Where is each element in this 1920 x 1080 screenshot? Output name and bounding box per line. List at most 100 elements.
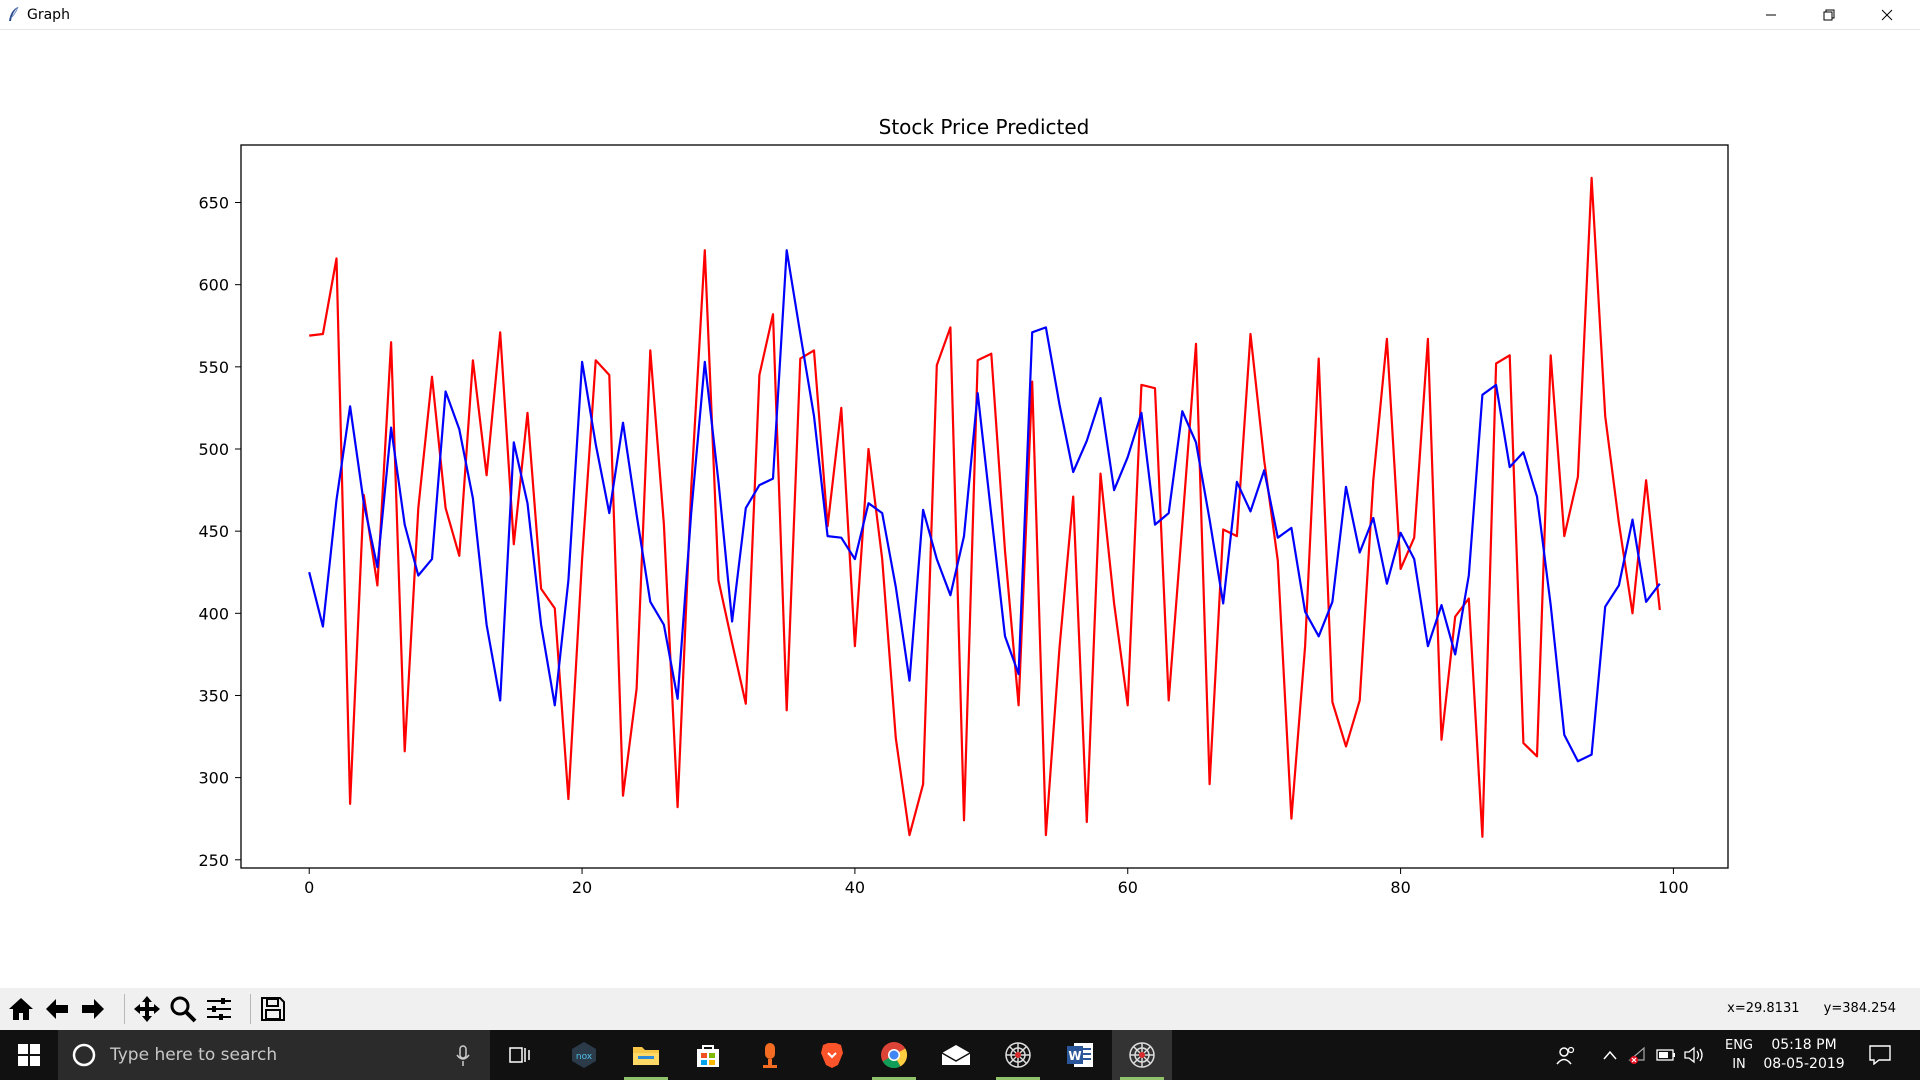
- ticks-layer: 0 20 40 60 80 100 250 300 350 400 450 500 550 600 650: [198, 194, 1688, 897]
- restore-icon: [1823, 9, 1835, 21]
- toolbar-separator: [124, 994, 125, 1024]
- feather-icon: [9, 6, 19, 21]
- back-button[interactable]: [40, 992, 74, 1026]
- battery-icon: [1656, 1049, 1675, 1061]
- brave-lion-icon: [821, 1043, 843, 1068]
- cursor-x: x=29.8131: [1727, 1001, 1800, 1016]
- configure-subplots-button[interactable]: [202, 992, 236, 1026]
- start-button[interactable]: [0, 1030, 58, 1080]
- nox-icon: nox: [572, 1042, 596, 1068]
- y-tick-label: 450: [198, 522, 229, 541]
- y-tick-label: 250: [198, 851, 229, 870]
- cursor-coordinates: x=29.8131 y=384.254: [1707, 1001, 1896, 1016]
- network-button[interactable]: [1626, 1030, 1650, 1080]
- x-tick-label: 100: [1658, 878, 1689, 897]
- store-bag-icon: [697, 1045, 719, 1067]
- magnifier-icon: [170, 996, 197, 1023]
- x-tick-label: 40: [845, 878, 865, 897]
- line-chart: Stock Price Predicted 0 20 40 60 80 100 250 300…: [198, 115, 1729, 897]
- y-tick-label: 350: [198, 686, 229, 705]
- toolbar-separator: [250, 994, 251, 1024]
- notification-icon: [1869, 1045, 1891, 1065]
- word-icon: W: [1067, 1043, 1093, 1067]
- microphone-orange-icon: [763, 1043, 777, 1068]
- clock-time: 05:18 PM: [1771, 1037, 1837, 1053]
- close-button[interactable]: [1858, 0, 1916, 30]
- task-view-icon: [509, 1047, 530, 1063]
- floppy-disk-icon: [261, 997, 285, 1021]
- y-tick-label: 550: [198, 358, 229, 377]
- battery-button[interactable]: [1654, 1030, 1678, 1080]
- action-center-button[interactable]: [1860, 1030, 1900, 1080]
- chart-title: Stock Price Predicted: [879, 115, 1090, 139]
- y-tick-label: 400: [198, 604, 229, 623]
- people-icon: [1556, 1046, 1575, 1065]
- x-tick-label: 60: [1118, 878, 1138, 897]
- recorder-app[interactable]: [740, 1030, 800, 1080]
- brave-app[interactable]: [802, 1030, 862, 1080]
- minimize-button[interactable]: [1742, 0, 1800, 30]
- sliders-icon: [207, 998, 231, 1020]
- home-icon: [9, 998, 33, 1020]
- chrome-app[interactable]: [864, 1030, 924, 1080]
- arrow-left-icon: [46, 999, 68, 1019]
- speaker-icon: [1684, 1046, 1703, 1064]
- restore-button[interactable]: [1800, 0, 1858, 30]
- input-language[interactable]: ENG IN: [1715, 1036, 1763, 1074]
- word-app[interactable]: W: [1050, 1030, 1110, 1080]
- chevron-up-icon: [1603, 1050, 1617, 1060]
- mail-app[interactable]: [926, 1030, 986, 1080]
- python-graph-app-active[interactable]: [1112, 1030, 1172, 1080]
- navigation-toolbar: x=29.8131 y=384.254: [0, 988, 1920, 1030]
- series-line-1: [309, 176, 1661, 838]
- search-box[interactable]: Type here to search: [58, 1030, 490, 1080]
- y-tick-label: 600: [198, 276, 229, 295]
- figure-canvas[interactable]: Stock Price Predicted 0 20 40 60 80 100 250 300…: [0, 30, 1920, 988]
- running-indicator: [996, 1077, 1040, 1080]
- plot-frame: [240, 144, 1729, 869]
- cortana-circle-icon: [72, 1043, 96, 1067]
- taskbar: Type here to search nox: [0, 1030, 1920, 1080]
- running-indicator: [624, 1077, 668, 1080]
- forward-button[interactable]: [76, 992, 110, 1026]
- pan-button[interactable]: [130, 992, 164, 1026]
- close-icon: [1881, 9, 1893, 21]
- file-explorer-app[interactable]: [616, 1030, 676, 1080]
- running-indicator: [872, 1077, 916, 1080]
- zoom-button[interactable]: [166, 992, 200, 1026]
- people-button[interactable]: [1550, 1030, 1582, 1080]
- language-code: ENG: [1724, 1038, 1753, 1053]
- spiderweb-icon: [1129, 1042, 1155, 1068]
- windows-logo-icon: [18, 1044, 40, 1066]
- folder-icon: [633, 1047, 659, 1065]
- store-app[interactable]: [678, 1030, 738, 1080]
- home-button[interactable]: [4, 992, 38, 1026]
- move-icon: [134, 996, 160, 1022]
- search-placeholder: Type here to search: [110, 1045, 278, 1065]
- wifi-disconnected-icon: [1628, 1046, 1645, 1064]
- x-tick-label: 20: [572, 878, 592, 897]
- series-layer: [308, 176, 1661, 838]
- running-indicator: [1120, 1077, 1164, 1080]
- y-tick-label: 300: [198, 769, 229, 788]
- volume-button[interactable]: [1682, 1030, 1708, 1080]
- python-graph-app-1[interactable]: [988, 1030, 1048, 1080]
- clock[interactable]: 05:18 PM 08-05-2019: [1754, 1036, 1854, 1074]
- y-tick-label: 500: [198, 440, 229, 459]
- cursor-y: y=384.254: [1823, 1001, 1896, 1016]
- title-bar[interactable]: Graph: [0, 0, 1920, 30]
- microphone-icon[interactable]: [456, 1045, 470, 1067]
- minimize-icon: [1766, 14, 1776, 16]
- svg-text:nox: nox: [576, 1052, 593, 1062]
- x-tick-label: 80: [1390, 878, 1410, 897]
- y-tick-label: 650: [198, 194, 229, 213]
- x-tick-label: 0: [304, 878, 314, 897]
- svg-text:W: W: [1068, 1049, 1081, 1063]
- nox-app[interactable]: nox: [554, 1030, 614, 1080]
- series-line-2: [308, 249, 1661, 763]
- task-view-button[interactable]: [490, 1030, 550, 1080]
- clock-date: 08-05-2019: [1763, 1056, 1845, 1072]
- chrome-icon: [881, 1042, 908, 1069]
- show-hidden-icons-button[interactable]: [1598, 1030, 1622, 1080]
- save-button[interactable]: [256, 992, 290, 1026]
